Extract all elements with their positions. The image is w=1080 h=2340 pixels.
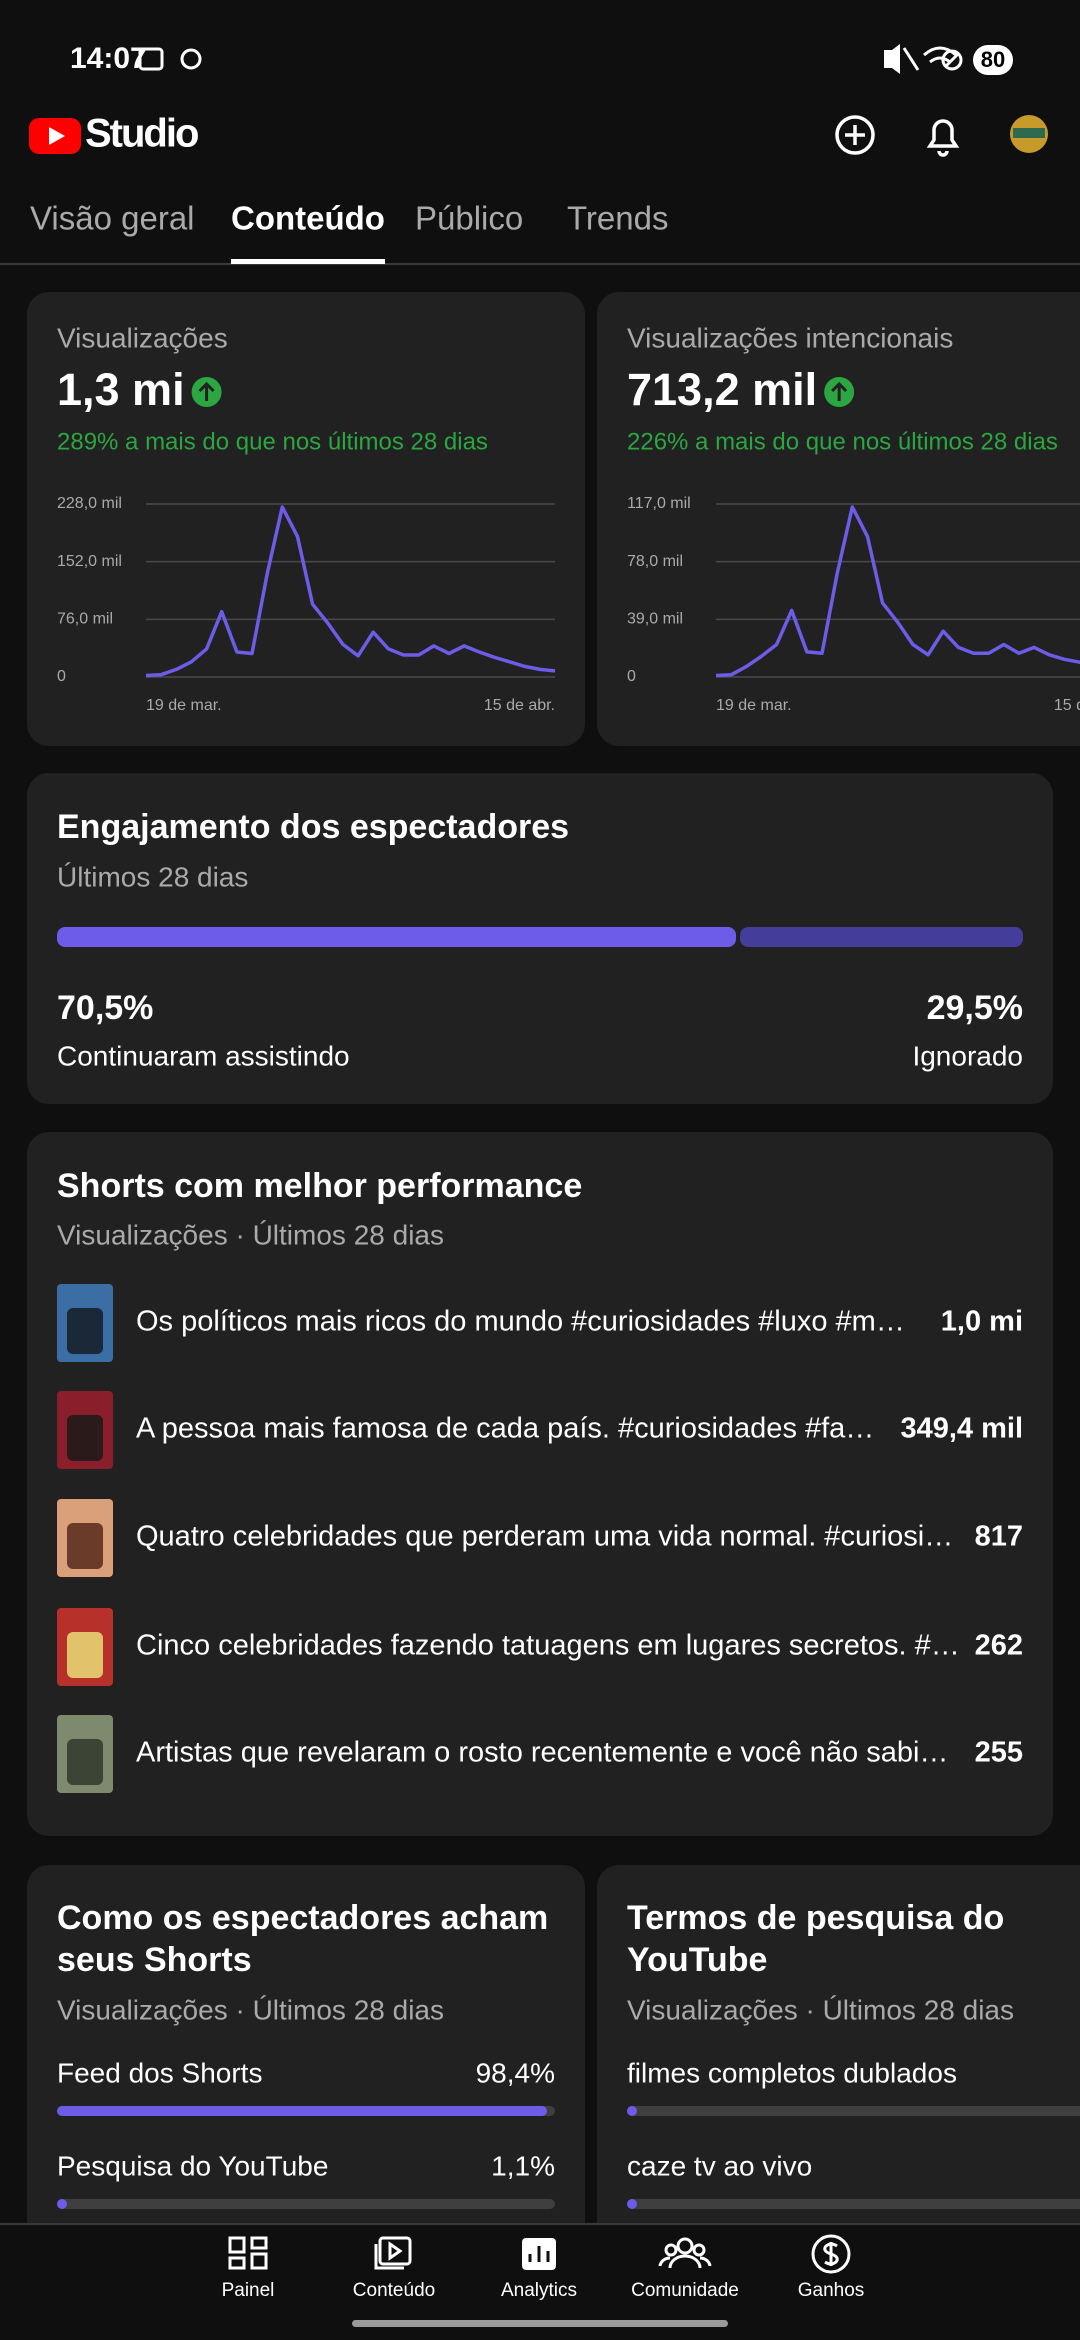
- y-tick-label: 228,0 mil: [57, 495, 122, 512]
- tab[interactable]: Trends: [567, 200, 668, 237]
- y-tick-label: 117,0 mil: [627, 495, 691, 512]
- source-bar: [627, 2199, 637, 2209]
- home-indicator: [352, 2320, 728, 2327]
- card-subtitle: Visualizações · Últimos 28 dias: [57, 1219, 444, 1250]
- source-track: [57, 2199, 555, 2209]
- nav-label[interactable]: Analytics: [501, 2280, 577, 2301]
- engagement-label: Ignorado: [912, 1040, 1023, 1071]
- tab[interactable]: Público: [415, 200, 523, 237]
- nav-label[interactable]: Painel: [222, 2280, 275, 2301]
- short-thumbnail-detail: [67, 1308, 103, 1354]
- metric-change: 226% a mais do que nos últimos 28 dias: [627, 428, 1058, 455]
- tab[interactable]: Visão geral: [30, 200, 195, 237]
- engagement-label: Continuaram assistindo: [57, 1040, 350, 1071]
- x-tick-label: 15 de abr.: [1054, 697, 1080, 714]
- source-value: 1,1%: [491, 2150, 555, 2181]
- short-thumbnail-detail: [67, 1739, 103, 1785]
- card-title: Termos de pesquisa do: [627, 1899, 1004, 1937]
- trend-up-arrow: [198, 381, 215, 401]
- card-title: seus Shorts: [57, 1941, 252, 1979]
- data-line: [145, 505, 556, 678]
- engagement-segment: [740, 927, 1023, 947]
- card-title: Visualizações intencionais: [627, 322, 953, 353]
- card: [597, 292, 1080, 746]
- short-thumbnail-detail: [67, 1415, 103, 1461]
- card-title: Shorts com melhor performance: [57, 1167, 582, 1205]
- card: [27, 1132, 1053, 1836]
- metric-value: 713,2 mil: [627, 364, 817, 415]
- status-icons: [138, 44, 1013, 75]
- y-tick-label: 0: [57, 668, 66, 685]
- short-title[interactable]: Cinco celebridades fazendo tatuagens em …: [136, 1630, 960, 1662]
- y-tick-label: 39,0 mil: [627, 611, 683, 628]
- x-tick-label: 15 de abr.: [484, 697, 555, 714]
- trend-up-arrow: [831, 381, 848, 401]
- card-title: Visualizações: [57, 322, 228, 353]
- card-title: Engajamento dos espectadores: [57, 808, 569, 846]
- source-label: filmes completos dublados: [627, 2057, 957, 2088]
- source-bar: [57, 2199, 67, 2209]
- short-thumbnail-detail: [67, 1632, 103, 1678]
- data-line: [715, 505, 1080, 678]
- account-avatar[interactable]: [1010, 115, 1048, 153]
- source-track: [627, 2199, 1080, 2209]
- source-label: caze tv ao vivo: [627, 2150, 812, 2181]
- source-label: Pesquisa do YouTube: [57, 2150, 328, 2181]
- card: [27, 1865, 585, 2285]
- x-tick-label: 19 de mar.: [716, 697, 792, 714]
- short-title[interactable]: Artistas que revelaram o rosto recenteme…: [136, 1737, 948, 1769]
- youtube-logo: [29, 118, 81, 154]
- battery-level: 80: [981, 47, 1005, 72]
- card-title: Como os espectadores acham: [57, 1899, 548, 1937]
- short-views: 255: [975, 1737, 1023, 1769]
- source-bar: [627, 2106, 637, 2116]
- status-time: 14:07: [70, 42, 147, 75]
- nav-label[interactable]: Conteúdo: [353, 2280, 435, 2301]
- nav-label[interactable]: Ganhos: [798, 2280, 865, 2301]
- notifications-button[interactable]: [926, 119, 960, 157]
- y-tick-label: 76,0 mil: [57, 611, 113, 628]
- tab[interactable]: Conteúdo: [231, 200, 385, 237]
- short-title[interactable]: Quatro celebridades que perderam uma vid…: [136, 1521, 953, 1553]
- card-title: YouTube: [627, 1941, 767, 1979]
- short-views: 349,4 mil: [900, 1413, 1023, 1445]
- short-title[interactable]: Os políticos mais ricos do mundo #curios…: [136, 1306, 905, 1338]
- card-subtitle: Visualizações · Últimos 28 dias: [57, 1994, 444, 2025]
- source-value: 98,4%: [476, 2057, 555, 2088]
- nav-label[interactable]: Comunidade: [631, 2280, 739, 2301]
- engagement-value: 70,5%: [57, 989, 153, 1027]
- engagement-segment: [57, 927, 737, 947]
- short-views: 262: [975, 1630, 1023, 1662]
- active-tab-indicator: [231, 259, 385, 264]
- create-button[interactable]: [835, 115, 875, 155]
- source-label: Feed dos Shorts: [57, 2057, 262, 2088]
- card: [27, 292, 585, 746]
- short-title[interactable]: A pessoa mais famosa de cada país. #curi…: [136, 1413, 874, 1445]
- source-bar: [57, 2106, 548, 2116]
- app-title: Studio: [85, 112, 198, 156]
- nav-icons: [228, 2234, 851, 2274]
- x-tick-label: 19 de mar.: [146, 697, 222, 714]
- y-tick-label: 0: [627, 668, 636, 685]
- card-subtitle: Últimos 28 dias: [57, 861, 248, 892]
- short-views: 817: [975, 1521, 1023, 1553]
- source-track: [627, 2106, 1080, 2116]
- metric-value: 1,3 mi: [57, 364, 185, 415]
- short-thumbnail-detail: [67, 1523, 103, 1569]
- card-subtitle: Visualizações · Últimos 28 dias: [627, 1994, 1014, 2025]
- card: [597, 1865, 1080, 2285]
- engagement-value: 29,5%: [927, 989, 1023, 1027]
- y-tick-label: 152,0 mil: [57, 553, 122, 570]
- short-views: 1,0 mi: [941, 1306, 1023, 1338]
- metric-change: 289% a mais do que nos últimos 28 dias: [57, 428, 488, 455]
- y-tick-label: 78,0 mil: [627, 553, 683, 570]
